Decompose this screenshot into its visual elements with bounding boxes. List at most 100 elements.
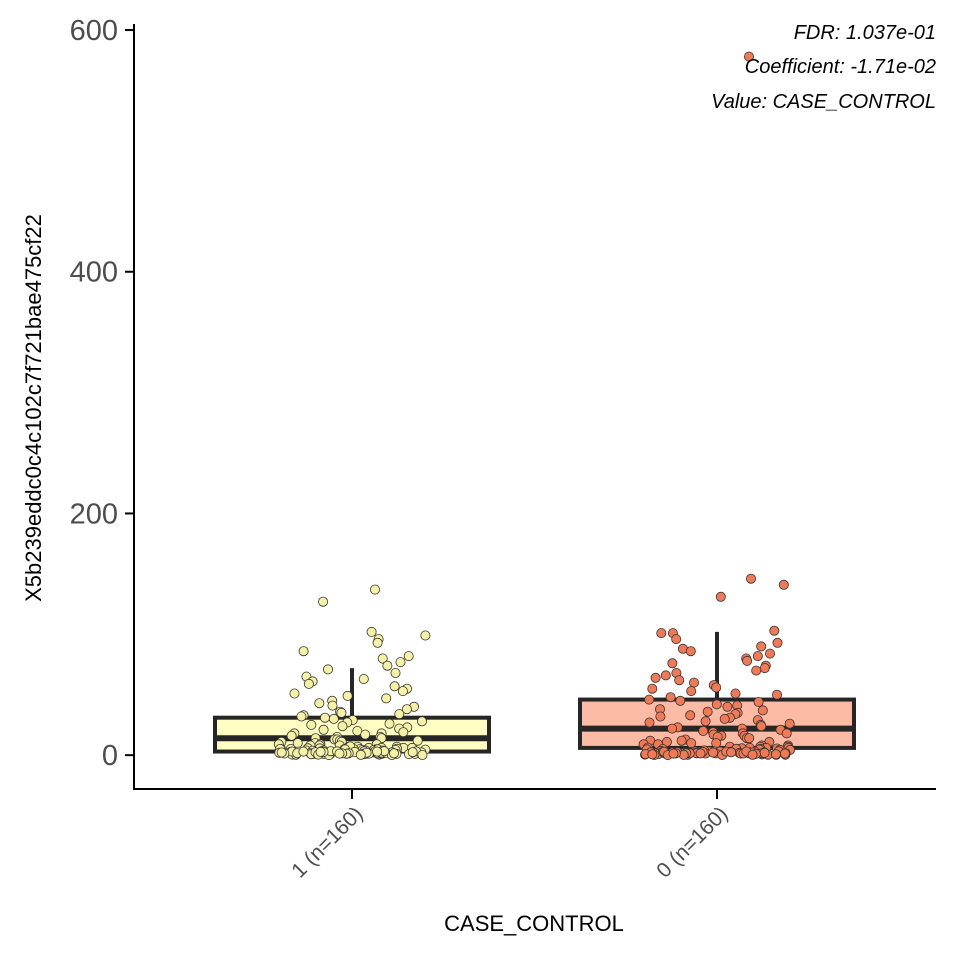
data-point: [366, 626, 377, 637]
data-point: [420, 630, 431, 641]
data-point: [772, 689, 783, 700]
data-point: [781, 728, 792, 739]
data-point: [715, 591, 726, 602]
data-point: [319, 712, 330, 723]
data-point: [667, 723, 678, 734]
data-point: [390, 668, 401, 679]
data-point: [770, 749, 781, 760]
data-point: [296, 711, 307, 722]
x-axis-title: CASE_CONTROL: [444, 911, 624, 936]
data-point: [742, 655, 753, 666]
data-point: [722, 701, 733, 712]
data-point: [744, 733, 755, 744]
data-point: [756, 641, 767, 652]
annotation-coefficient: Coefficient: -1.71e-02: [745, 56, 936, 78]
x-tick-label: 0 (n=160): [652, 802, 732, 882]
data-point: [644, 717, 655, 728]
data-point: [276, 747, 287, 758]
data-point: [660, 670, 671, 681]
data-point: [772, 637, 783, 648]
data-point: [656, 628, 667, 639]
data-point: [644, 694, 655, 705]
data-point: [746, 573, 757, 584]
data-point: [416, 716, 427, 727]
data-point: [726, 747, 737, 758]
data-point: [778, 579, 789, 590]
data-point: [298, 646, 309, 657]
data-point: [700, 716, 711, 727]
data-point: [756, 721, 767, 732]
data-point: [759, 747, 770, 758]
data-point: [298, 746, 309, 757]
data-point: [314, 698, 325, 709]
data-point: [286, 730, 297, 741]
data-point: [730, 688, 741, 699]
data-point: [336, 707, 347, 718]
y-axis-ticks: 0 200 400 600: [70, 15, 134, 772]
data-point: [337, 721, 348, 732]
data-point: [769, 625, 780, 636]
data-point: [719, 713, 730, 724]
data-point: [665, 692, 676, 703]
data-point: [388, 748, 399, 759]
data-point: [711, 738, 722, 749]
data-point: [752, 651, 763, 662]
data-point: [667, 658, 678, 669]
data-point: [674, 675, 685, 686]
data-point: [306, 719, 317, 730]
data-point: [668, 748, 679, 759]
data-point: [369, 584, 380, 595]
y-tick-label: 0: [102, 740, 118, 772]
data-point: [394, 709, 405, 720]
data-point: [647, 749, 658, 760]
data-point: [647, 683, 658, 694]
data-point: [318, 724, 329, 735]
data-point: [676, 735, 687, 746]
annotation-fdr: FDR: 1.037e-01: [794, 22, 936, 44]
data-point: [753, 697, 764, 708]
data-point: [708, 747, 719, 758]
data-point: [303, 678, 314, 689]
data-point: [381, 693, 392, 704]
data-point: [397, 686, 408, 697]
data-point: [377, 653, 388, 664]
data-point: [757, 705, 768, 716]
data-point: [358, 674, 369, 685]
data-point: [747, 749, 758, 760]
data-point: [698, 726, 709, 737]
data-point: [711, 699, 722, 710]
data-point: [685, 646, 696, 657]
data-point: [403, 651, 414, 662]
data-point: [360, 729, 371, 740]
data-point: [751, 665, 762, 676]
data-point: [675, 695, 686, 706]
data-point: [372, 746, 383, 757]
data-point: [407, 747, 418, 758]
data-point: [650, 672, 661, 683]
data-point: [702, 706, 713, 717]
data-points: [638, 51, 796, 761]
data-point: [355, 749, 366, 760]
data-point: [327, 700, 338, 711]
annotation-value: Value: CASE_CONTROL: [711, 91, 936, 113]
data-point: [382, 660, 393, 671]
data-point: [686, 738, 697, 749]
data-point: [315, 746, 326, 757]
data-point: [784, 718, 795, 729]
group-1: [213, 584, 491, 761]
y-tick-label: 200: [70, 498, 118, 530]
data-point: [671, 634, 682, 645]
data-point: [759, 663, 770, 674]
data-point: [689, 677, 700, 688]
data-point: [765, 648, 776, 659]
data-point: [384, 718, 395, 729]
group-2: [578, 51, 856, 761]
data-point: [395, 657, 406, 668]
data-point: [655, 711, 666, 722]
data-point: [412, 735, 423, 746]
data-point: [322, 664, 333, 675]
data-point: [289, 688, 300, 699]
data-point: [711, 682, 722, 693]
data-point: [342, 690, 353, 701]
